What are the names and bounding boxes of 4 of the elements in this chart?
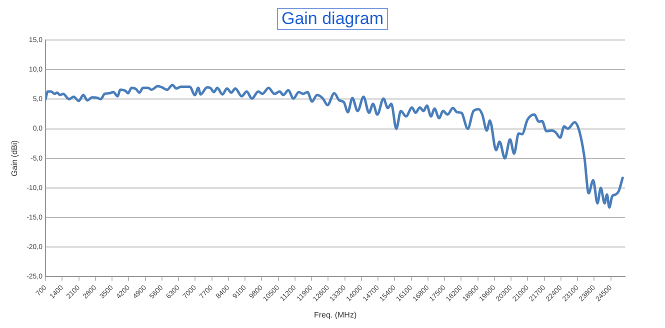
line-series (46, 84, 624, 209)
chart-title: Gain diagram (277, 8, 388, 30)
y-axis-title: Gain (dBi) (10, 140, 20, 176)
x-axis-title: Freq. (MHz) (314, 310, 357, 320)
